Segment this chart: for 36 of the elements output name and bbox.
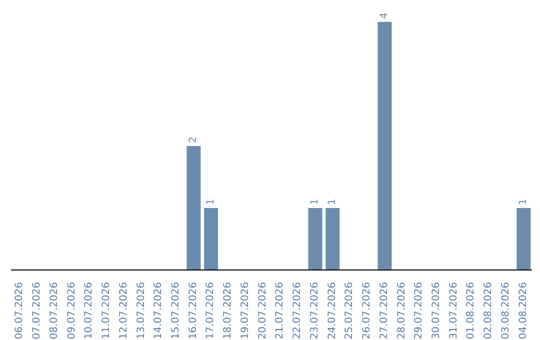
data-label: 1 [206, 198, 217, 205]
data-label: 1 [518, 198, 530, 205]
x-tick-label: 25.07.2026 [344, 282, 356, 340]
data-label: 1 [327, 198, 338, 205]
x-tick-label: 23.07.2026 [309, 282, 320, 340]
x-tick-label: 14.07.2026 [153, 282, 164, 340]
x-tick-label: 29.07.2026 [414, 282, 425, 340]
x-tick-label: 30.07.2026 [430, 282, 442, 340]
x-tick-label: 27.07.2026 [378, 282, 390, 340]
x-tick-label: 26.07.2026 [362, 282, 373, 340]
x-tick-label: 10.07.2026 [84, 282, 95, 340]
x-tick-label: 09.07.2026 [66, 282, 78, 340]
x-tick-label: 02.08.2026 [483, 282, 494, 340]
x-tick-label: 19.07.2026 [240, 282, 251, 340]
x-tick-label: 20.07.2026 [257, 282, 268, 340]
x-tick-label: 11.07.2026 [101, 282, 112, 340]
x-tick-label: 31.07.2026 [448, 282, 460, 340]
x-tick-label: 06.07.2026 [14, 282, 26, 340]
x-tick-label: 07.07.2026 [32, 282, 43, 340]
x-tick-label: 17.07.2026 [205, 282, 216, 340]
x-tick-label: 15.07.2026 [170, 282, 182, 340]
data-label: 2 [188, 136, 200, 143]
x-tick-label: 13.07.2026 [136, 282, 147, 340]
x-tick-label: 28.07.2026 [396, 282, 408, 340]
x-tick-label: 22.07.2026 [292, 282, 304, 340]
x-tick-label: 21.07.2026 [274, 282, 286, 340]
x-tick-label: 12.07.2026 [118, 282, 130, 340]
x-tick-label: 18.07.2026 [222, 282, 234, 340]
x-tick-label: 24.07.2026 [326, 282, 338, 340]
x-tick-label: 16.07.2026 [188, 282, 199, 340]
x-tick-label: 03.08.2026 [500, 282, 512, 340]
x-tick-label: 08.07.2026 [48, 282, 60, 340]
data-label: 1 [310, 198, 321, 205]
x-tick-label: 04.08.2026 [518, 282, 529, 340]
data-label: 4 [379, 12, 390, 19]
x-tick-label: 01.08.2026 [466, 282, 477, 340]
